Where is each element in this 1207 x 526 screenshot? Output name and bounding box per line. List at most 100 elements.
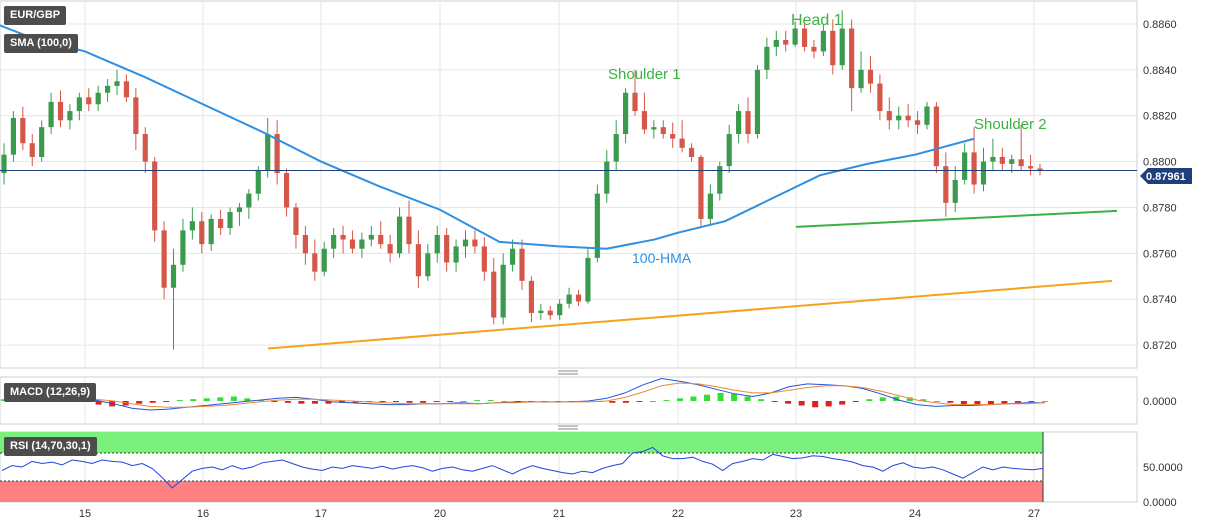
rsi-tag[interactable]: RSI (14,70,30,1) <box>4 437 97 456</box>
candle-body <box>641 111 648 130</box>
macd-histogram-bar <box>947 401 954 403</box>
candle-body <box>773 39 779 47</box>
candle-body <box>20 117 26 144</box>
shoulder2-label: Shoulder 2 <box>974 116 1047 133</box>
macd-histogram-bar <box>244 398 251 401</box>
macd-histogram-bar <box>501 401 508 402</box>
macd-histogram-bar <box>879 397 886 401</box>
macd-histogram-bar <box>1014 401 1021 403</box>
panel-resize-handle-2[interactable] <box>558 425 578 430</box>
macd-histogram-bar <box>704 394 711 401</box>
candle-body <box>990 156 996 162</box>
candle-body <box>886 111 892 121</box>
macd-histogram-bar <box>758 399 765 401</box>
candle-body <box>255 170 261 194</box>
candle-body <box>538 310 544 313</box>
macd-histogram-bar <box>284 401 291 403</box>
candles <box>1 10 1043 350</box>
price-tick-label: 0.8720 <box>1143 340 1177 352</box>
macd-histogram-bar <box>217 397 224 401</box>
candle-body <box>265 134 271 171</box>
candle-body <box>491 271 497 318</box>
macd-histogram-bar <box>717 392 724 401</box>
date-tick-label: 23 <box>790 508 802 520</box>
symbol-tag[interactable]: EUR/GBP <box>4 6 67 25</box>
price-tag: 0.87961 <box>1140 168 1192 184</box>
candle-body <box>10 117 17 155</box>
candle-body <box>396 216 403 254</box>
macd-histogram-bar <box>690 396 697 401</box>
macd-histogram-bar <box>1028 401 1035 402</box>
candle-body <box>1037 168 1043 171</box>
panel-resize-handle-1[interactable] <box>558 370 578 375</box>
macd-histogram-bar <box>771 401 778 402</box>
candle-body <box>519 248 525 281</box>
support-line <box>267 279 1113 350</box>
macd-histogram-bar <box>609 401 616 403</box>
candle-body <box>679 138 685 148</box>
candle-body <box>877 83 883 112</box>
neckline-line <box>795 209 1118 228</box>
macd-histogram-bar <box>460 401 467 402</box>
candle-body <box>368 234 374 240</box>
candle-body <box>95 92 101 105</box>
candle-body <box>406 216 412 245</box>
macd-histogram-bar <box>163 401 170 402</box>
candle-body <box>189 221 195 231</box>
macd-histogram-bar <box>933 401 940 402</box>
shoulder1-label: Shoulder 1 <box>608 66 681 83</box>
candle-body <box>754 69 761 135</box>
sma-100-line <box>0 24 975 250</box>
macd-histogram-bar <box>744 396 751 401</box>
candle-body <box>302 234 308 254</box>
macd-histogram-bar <box>447 401 454 402</box>
sma-tag[interactable]: SMA (100,0) <box>4 34 78 53</box>
candle-body <box>801 28 808 47</box>
macd-histogram-bar <box>974 401 981 406</box>
candle-body <box>651 127 657 130</box>
candle-body <box>557 303 563 316</box>
macd-histogram-bar <box>636 401 643 402</box>
macd-histogram-bar <box>257 400 264 402</box>
candle-body <box>943 166 949 203</box>
candle-body <box>415 244 421 277</box>
candle-body <box>161 230 167 288</box>
candle-body <box>236 207 243 213</box>
macd-histogram-bar <box>866 399 873 401</box>
macd-histogram-bar <box>825 401 832 407</box>
candle-body <box>1009 159 1015 164</box>
candle-body <box>726 134 732 167</box>
neckline <box>795 209 1118 228</box>
candle-body <box>575 294 582 302</box>
date-tick-label: 20 <box>434 508 446 520</box>
macd-histogram-bar <box>1001 401 1008 404</box>
date-tick-label: 15 <box>79 508 91 520</box>
price-tick-label: 0.8800 <box>1143 157 1177 169</box>
macd-histogram-bar <box>176 400 183 402</box>
candle-body <box>246 193 252 208</box>
candle-body <box>444 234 450 263</box>
macd-tag[interactable]: MACD (12,26,9) <box>4 383 97 402</box>
macd-histogram-bar <box>149 401 156 403</box>
macd-histogram-bar <box>622 401 629 403</box>
candle-body <box>820 30 826 52</box>
candle-body <box>462 239 469 247</box>
candle-body <box>509 248 516 265</box>
price-tick-label: 0.8840 <box>1143 65 1177 77</box>
price-tick-label: 0.8860 <box>1143 19 1177 31</box>
candle-body <box>105 85 111 93</box>
candle-body <box>359 239 365 249</box>
candle-body <box>736 111 742 135</box>
candle-body <box>811 46 817 52</box>
candle-body <box>425 253 431 277</box>
candle-body <box>867 69 874 84</box>
macd-histogram-bar <box>352 401 359 403</box>
macd-histogram-bar <box>798 401 805 406</box>
candle-body <box>971 152 977 185</box>
date-tick-label: 22 <box>672 508 684 520</box>
macd-histogram-bar <box>203 398 210 401</box>
candle-body <box>142 134 148 162</box>
price-panel <box>0 0 1138 369</box>
macd-histogram-bar <box>663 400 670 402</box>
